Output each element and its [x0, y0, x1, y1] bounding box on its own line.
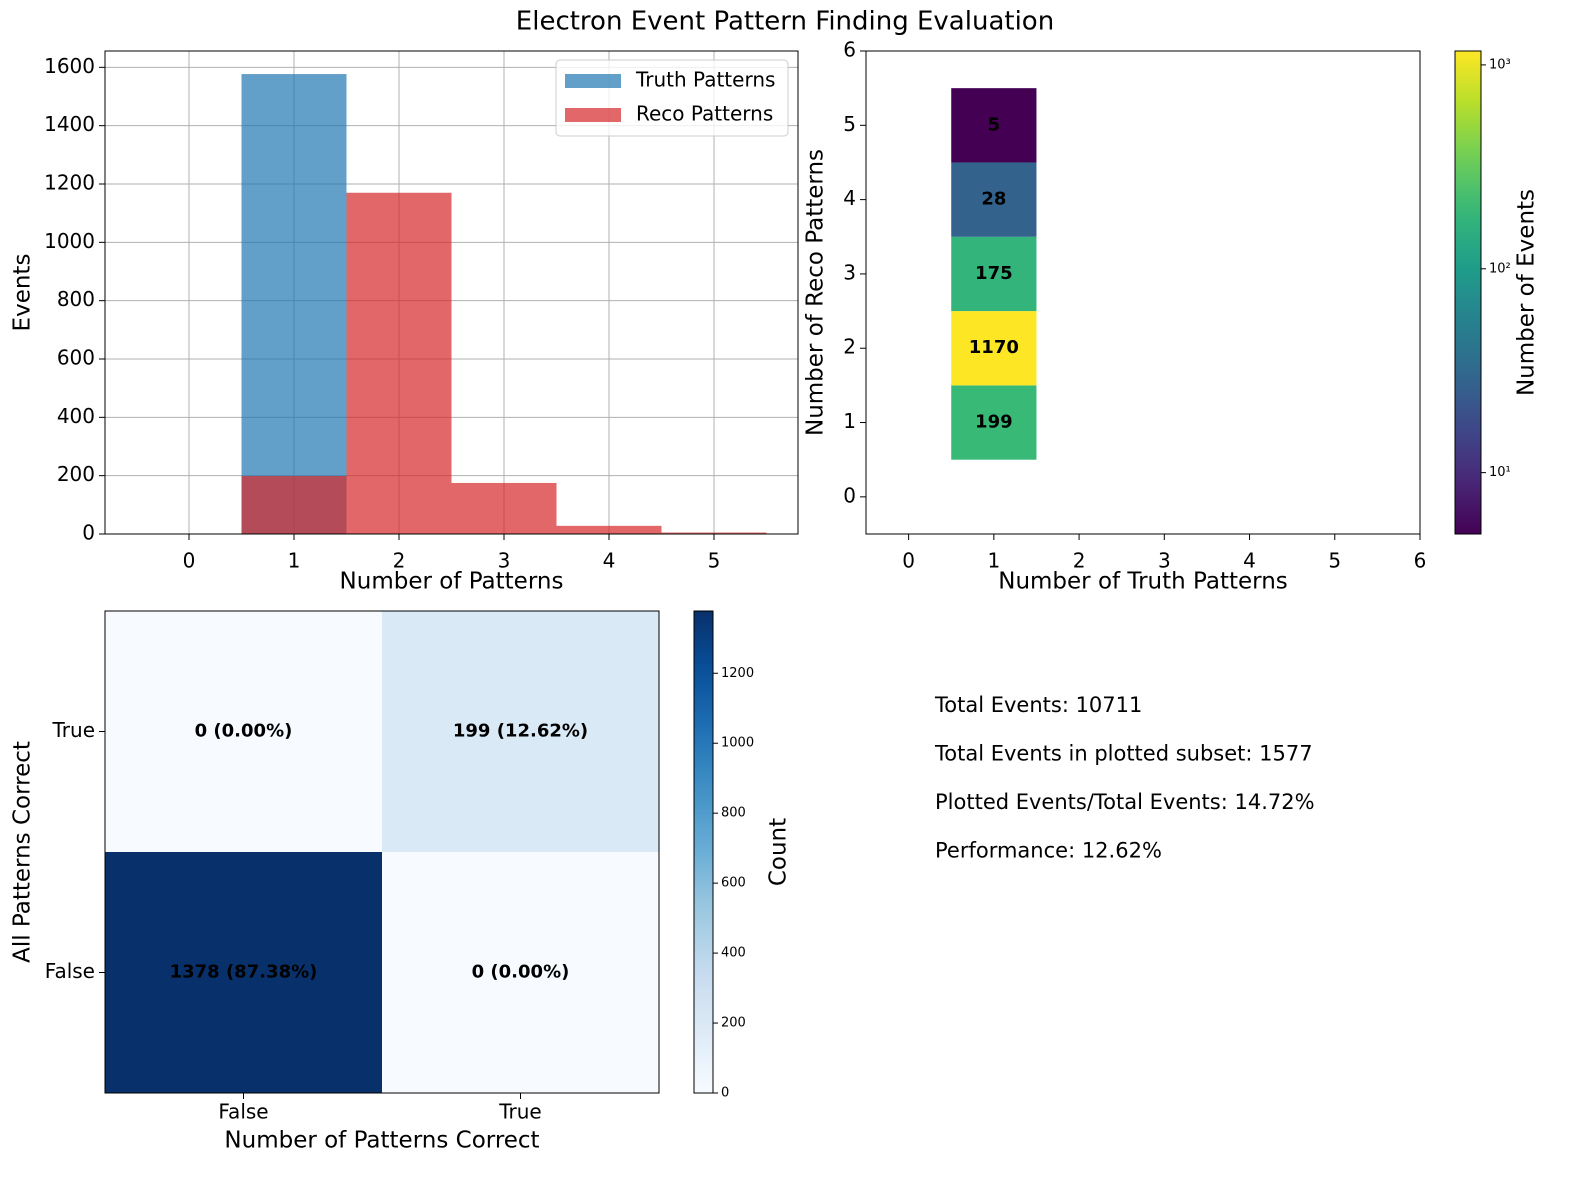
y-tick-label: 1	[843, 409, 856, 433]
matrix-cell	[105, 852, 382, 1093]
x-tick-label: 2	[393, 549, 406, 573]
colorbar-label: Number of Events	[1514, 189, 1540, 396]
heatmap-cell	[951, 162, 1037, 237]
x-tick-label: 3	[498, 549, 511, 573]
histogram-bar	[451, 482, 557, 534]
y-axis-label: All Patterns Correct	[10, 741, 36, 963]
summary-line: Total Events in plotted subset: 1577	[934, 742, 1313, 766]
heatmap-cell	[951, 311, 1037, 386]
y-tick-label: 4	[843, 186, 856, 210]
colorbar-tick-label: 10¹	[1489, 465, 1511, 480]
x-tick-label: 6	[1414, 549, 1427, 573]
histogram-bar	[346, 192, 452, 534]
legend-swatch	[565, 108, 621, 122]
colorbar-tick-label: 200	[721, 1016, 746, 1031]
colorbar-label: Count	[766, 818, 792, 886]
colorbar-tick-label: 400	[721, 946, 746, 961]
colorbar	[1454, 50, 1482, 535]
heatmap-cell	[951, 385, 1037, 460]
y-axis-label: Events	[10, 254, 36, 332]
colorbar-tick-label: 800	[721, 806, 746, 821]
colorbar-tick-label: 10³	[1489, 57, 1511, 72]
histogram-bar	[661, 532, 767, 534]
colorbar	[693, 610, 714, 1094]
heatmap-cell	[951, 88, 1037, 163]
axes-frame	[104, 50, 799, 535]
cell-label: 1170	[969, 337, 1019, 358]
y-tick-label: 1200	[44, 171, 95, 195]
y-tick-label: 1400	[44, 112, 95, 136]
x-tick-label: 3	[1158, 549, 1171, 573]
matrix-cell	[382, 611, 659, 852]
y-tick-label: 200	[57, 462, 95, 486]
colorbar-tick-label: 0	[721, 1086, 729, 1101]
histogram-bar	[241, 74, 347, 535]
x-tick-label: 4	[603, 549, 616, 573]
y-axis-label: Number of Reco Patterns	[803, 149, 829, 436]
x-tick-label: 5	[708, 549, 721, 573]
y-tick-label: 800	[57, 287, 95, 311]
colorbar-tick-label: 10²	[1489, 261, 1511, 276]
y-tick-label: 3	[843, 260, 856, 284]
cell-label: 28	[981, 189, 1006, 210]
matrix-cell	[105, 611, 382, 852]
histogram-bar	[241, 475, 347, 534]
x-tick-label: 4	[1243, 549, 1256, 573]
axes-frame	[104, 610, 660, 1094]
y-tick-label: 0	[82, 521, 95, 545]
summary-line: Total Events: 10711	[934, 693, 1142, 717]
y-tick-label: 0	[843, 483, 856, 507]
x-tick-label: 1	[987, 549, 1000, 573]
cell-label: 175	[975, 263, 1013, 284]
y-tick-label: 1600	[44, 54, 95, 78]
summary-line: Performance: 12.62%	[935, 839, 1162, 863]
cell-label: 1378 (87.38%)	[170, 962, 318, 983]
y-tick-label: 5	[843, 112, 856, 136]
x-tick-label: 5	[1328, 549, 1341, 573]
figure-title: Electron Event Pattern Finding Evaluatio…	[516, 7, 1054, 37]
cell-label: 199 (12.62%)	[453, 721, 588, 742]
y-tick-label: 600	[57, 346, 95, 370]
y-tick-label: 2	[843, 335, 856, 359]
heatmap-cell	[951, 236, 1037, 312]
x-tick-label: 0	[902, 549, 915, 573]
colorbar-tick-label: 600	[721, 876, 746, 891]
x-axis-label: Number of Patterns Correct	[224, 1128, 539, 1154]
x-tick-label: 0	[183, 549, 196, 573]
legend-label: Reco Patterns	[636, 102, 773, 126]
summary-line: Plotted Events/Total Events: 14.72%	[935, 790, 1315, 814]
y-tick-label: False	[45, 959, 95, 983]
cell-label: 0 (0.00%)	[195, 721, 293, 742]
x-axis-label: Number of Patterns	[340, 569, 564, 595]
histogram-bar	[556, 525, 662, 534]
y-tick-label: True	[52, 718, 95, 742]
cell-label: 199	[975, 412, 1013, 433]
x-tick-label: 1	[288, 549, 301, 573]
colorbar-tick-label: 1200	[721, 666, 754, 681]
axes-frame	[865, 50, 1421, 535]
cell-label: 5	[988, 114, 1001, 135]
y-tick-label: 1000	[44, 229, 95, 253]
cell-label: 0 (0.00%)	[472, 962, 570, 983]
y-tick-label: 400	[57, 404, 95, 428]
y-tick-label: 6	[843, 38, 856, 62]
matrix-cell	[382, 852, 659, 1093]
x-axis-label: Number of Truth Patterns	[998, 569, 1288, 595]
x-tick-label: False	[218, 1100, 268, 1124]
x-tick-label: True	[498, 1100, 541, 1124]
legend-label: Truth Patterns	[635, 68, 775, 92]
x-tick-label: 2	[1073, 549, 1086, 573]
legend-swatch	[565, 74, 621, 88]
colorbar-tick-label: 1000	[721, 736, 754, 751]
